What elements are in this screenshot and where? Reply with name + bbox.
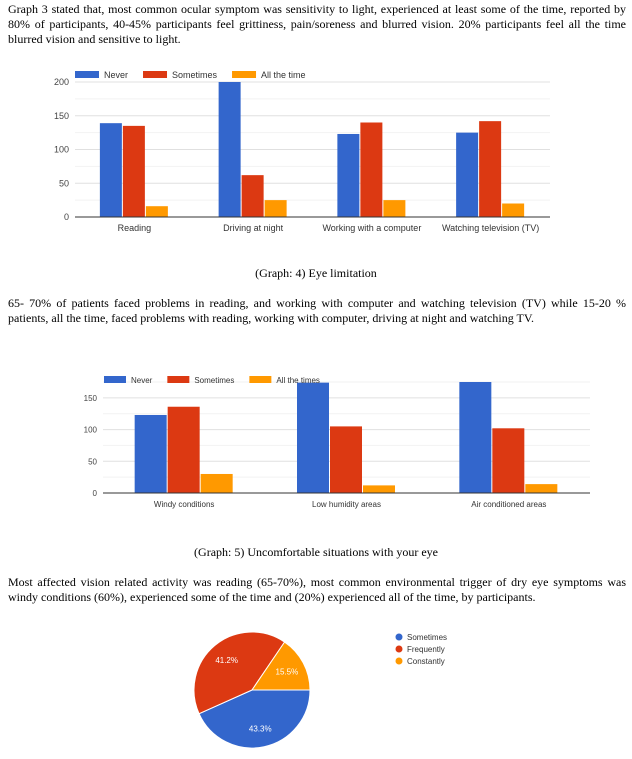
y-tick-label: 150 <box>54 111 69 121</box>
pie-slice-frequently <box>193 631 286 715</box>
legend-swatch <box>167 376 190 383</box>
pie-slice-constantly <box>251 641 311 691</box>
bar-never <box>99 123 122 217</box>
legend-swatch <box>143 71 168 78</box>
bar-all-the-times <box>200 473 233 493</box>
legend-swatch <box>75 71 99 78</box>
legend-label: Never <box>104 70 128 80</box>
y-tick-label: 100 <box>84 426 98 435</box>
y-tick-label: 0 <box>93 489 98 498</box>
bar-all-the-time <box>383 200 406 217</box>
paragraph-graph3-summary: Graph 3 stated that, most common ocular … <box>8 2 626 46</box>
legend-marker <box>395 645 403 653</box>
x-tick-label: Low humidity areas <box>312 500 381 509</box>
legend-label: All the times <box>276 376 320 385</box>
bar-sometimes <box>167 406 200 493</box>
bar-sometimes <box>479 121 502 217</box>
bar-never <box>218 82 241 217</box>
x-tick-label: Reading <box>118 223 152 233</box>
bar-sometimes <box>330 426 362 493</box>
legend-marker <box>395 633 403 641</box>
x-tick-label: Air conditioned areas <box>471 500 546 509</box>
legend-label: Sometimes <box>194 376 234 385</box>
y-tick-label: 0 <box>64 212 69 222</box>
pie-slice-sometimes <box>198 689 311 749</box>
paragraph-conclusion: Most affected vision related activity wa… <box>8 575 626 604</box>
legend-label: All the time <box>261 70 306 80</box>
y-tick-label: 50 <box>59 178 69 188</box>
bar-all-the-time <box>145 206 168 217</box>
caption-graph5: (Graph: 5) Uncomfortable situations with… <box>194 545 438 559</box>
bar-sometimes <box>122 125 145 217</box>
legend-swatch <box>232 71 257 78</box>
bar-never <box>456 132 479 217</box>
bar-sometimes <box>241 175 264 217</box>
legend-marker <box>395 657 403 665</box>
y-tick-label: 50 <box>88 457 97 466</box>
pie-slice-label: 41.2% <box>215 656 238 665</box>
x-tick-label: Driving at night <box>223 223 284 233</box>
y-tick-label: 200 <box>54 77 69 87</box>
pie-slice-label: 15.5% <box>276 668 299 677</box>
bar-sometimes <box>360 122 383 217</box>
bar-all-the-time <box>502 203 525 217</box>
y-tick-label: 100 <box>54 145 69 155</box>
bar-sometimes <box>492 428 525 493</box>
bar-never <box>459 382 492 493</box>
x-tick-label: Windy conditions <box>154 500 214 509</box>
y-tick-label: 150 <box>84 394 98 403</box>
legend-swatch <box>104 376 126 383</box>
bar-all-the-times <box>525 484 558 493</box>
x-tick-label: Watching television (TV) <box>442 223 539 233</box>
legend-label: Constantly <box>407 657 445 666</box>
bar-all-the-times <box>363 485 395 493</box>
bar-all-the-time <box>264 200 287 217</box>
x-tick-label: Working with a computer <box>322 223 421 233</box>
legend-label: Sometimes <box>407 633 447 642</box>
legend-label: Sometimes <box>172 70 218 80</box>
caption-graph4: (Graph: 4) Eye limitation <box>255 266 377 280</box>
legend-label: Never <box>131 376 153 385</box>
bar-never <box>337 133 360 217</box>
bar-never <box>134 414 167 493</box>
bar-never <box>297 382 329 493</box>
paragraph-eye-limitation: 65- 70% of patients faced problems in re… <box>8 296 626 325</box>
pie-slice-label: 43.3% <box>249 725 272 734</box>
legend-swatch <box>249 376 272 383</box>
legend-label: Frequently <box>407 645 445 654</box>
